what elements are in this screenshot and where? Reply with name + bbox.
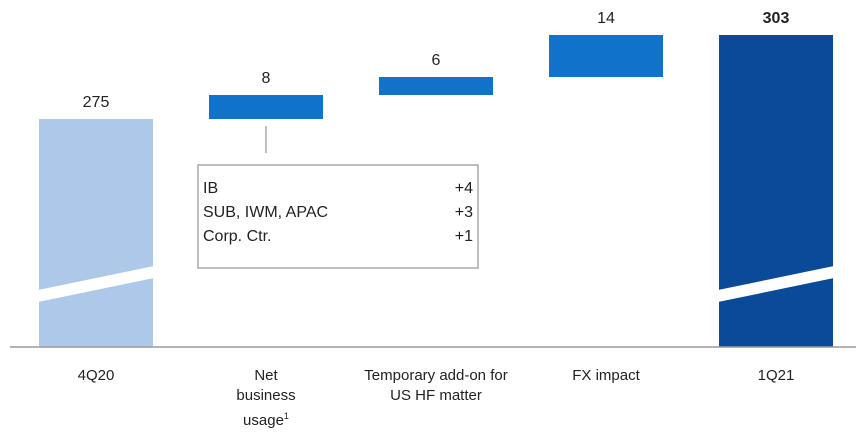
value-label: 275 — [83, 94, 110, 111]
annotation-box — [197, 164, 479, 269]
category-text: FX impact — [572, 367, 640, 384]
category-label: 4Q20 — [21, 366, 171, 386]
category-label: Net business usage1 — [231, 366, 301, 431]
bar — [549, 35, 663, 77]
annotation-value: +4 — [455, 180, 473, 197]
category-label: FX impact — [531, 366, 681, 386]
footnote-mark: 1 — [283, 411, 289, 421]
category-text: 1Q21 — [757, 367, 795, 384]
annotation-label: SUB, IWM, APAC — [203, 204, 328, 221]
value-label: 8 — [262, 70, 271, 87]
bar — [209, 95, 323, 119]
annotation-value: +3 — [455, 204, 473, 221]
value-label: 14 — [597, 10, 615, 27]
bar — [719, 35, 833, 347]
category-label: Temporary add-on for US HF matter — [361, 366, 511, 406]
value-label: 6 — [432, 52, 441, 69]
bar — [39, 119, 153, 347]
category-text: Net business usage — [236, 367, 296, 429]
annotation-label: Corp. Ctr. — [203, 228, 271, 245]
value-label: 303 — [763, 10, 790, 27]
category-label: 1Q21 — [701, 366, 851, 386]
axis-break — [718, 266, 834, 302]
category-text: Temporary add-on for US HF matter — [364, 367, 508, 404]
annotation-value: +1 — [455, 228, 473, 245]
category-text: 4Q20 — [77, 367, 115, 384]
annotation-label: IB — [203, 180, 218, 197]
axis-break — [38, 266, 154, 302]
bar — [379, 77, 493, 95]
